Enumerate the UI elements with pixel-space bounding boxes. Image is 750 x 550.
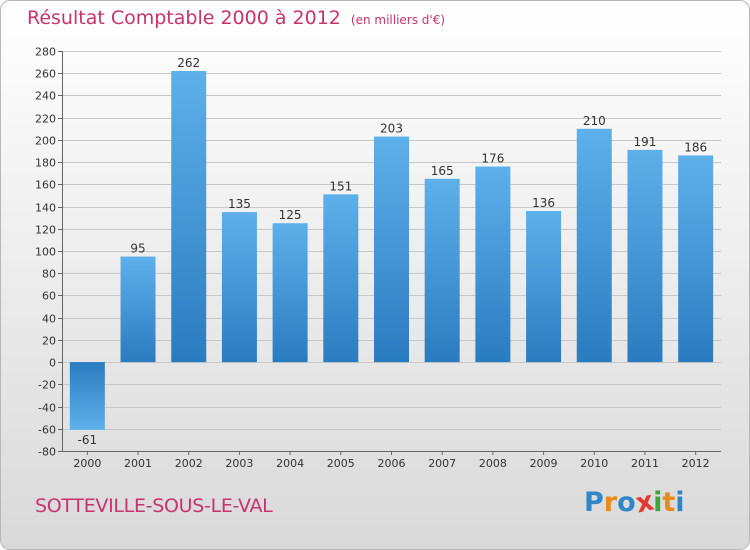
y-tick-label: 80 [42,268,56,281]
value-label-2004: 125 [279,208,302,222]
value-label-2007: 165 [431,164,454,178]
chart-title: Résultat Comptable 2000 à 2012 (en millie… [27,7,445,29]
x-tick-label-2007: 2007 [428,457,456,470]
logo-letter: t [662,487,676,518]
x-tick-label-2003: 2003 [225,457,253,470]
logo-letter: P [584,487,604,518]
value-label-2005: 151 [329,179,352,193]
y-tick-label: 100 [35,246,56,259]
y-tick-label: 20 [42,335,56,348]
y-tick-label: -80 [38,446,56,459]
value-label-2002: 262 [177,56,200,70]
x-tick-label-2004: 2004 [276,457,304,470]
value-label-2008: 176 [481,152,504,166]
x-tick-label-2006: 2006 [378,457,406,470]
y-tick-label: 140 [35,202,56,215]
logo-letter: r [603,487,618,518]
value-label-2012: 186 [684,140,707,154]
y-tick-label: 180 [35,157,56,170]
y-tick-label: 240 [35,90,56,103]
value-label-2009: 136 [532,196,555,210]
bar-2006 [374,136,409,363]
bars [69,71,714,430]
bar-2004 [272,223,308,363]
y-tick-label: 160 [35,179,56,192]
x-tick-label-2001: 2001 [124,457,152,470]
bar-2012 [678,155,714,363]
value-label-2006: 203 [380,122,403,136]
value-labels: -61 95 262 135 125 151 203 165 176 136 210 191 186 [78,56,708,447]
proxiti-logo[interactable]: Proxiti [584,486,685,520]
value-label-2011: 191 [634,135,657,149]
bar-2005 [323,194,359,363]
x-tick-label-2011: 2011 [631,457,659,470]
x-tick-label-2010: 2010 [580,457,608,470]
axes: -80-60-40-200204060801001201401601802002… [35,46,721,470]
y-tick-label: 200 [35,135,56,148]
y-tick-label: 40 [42,313,56,326]
logo-letter: i [653,487,663,518]
y-tick-label: 260 [35,68,56,81]
bar-2009 [526,211,562,363]
value-label-2010: 210 [583,114,606,128]
y-tick-label: -60 [38,424,56,437]
commune-name: SOTTEVILLE-SOUS-LE-VAL [35,495,273,517]
x-tick-label-2005: 2005 [327,457,355,470]
y-tick-label: 0 [49,357,56,370]
y-tick-label: 220 [35,113,56,126]
bar-2002 [171,71,207,363]
bar-2000 [69,362,105,430]
y-tick-label: 280 [35,46,56,59]
bar-2003 [221,212,257,363]
y-tick-label: -40 [38,402,56,415]
x-tick-label-2008: 2008 [479,457,507,470]
bar-2001 [120,256,156,363]
logo-letter: i [675,487,685,518]
bar-2010 [576,128,612,363]
x-tick-label-2012: 2012 [682,457,710,470]
x-tick-label-2000: 2000 [73,457,101,470]
value-label-2003: 135 [228,197,251,211]
bar-2011 [627,149,663,363]
logo-letter: o [617,487,636,518]
y-tick-label: 120 [35,224,56,237]
x-tick-label-2002: 2002 [175,457,203,470]
bar-2007 [424,178,460,363]
chart-subtitle: (en milliers d'€) [350,13,446,27]
chart-title-text: Résultat Comptable 2000 à 2012 [27,7,341,29]
y-tick-label: 60 [42,290,56,303]
bar-2008 [475,166,511,363]
y-tick-label: -20 [38,379,56,392]
value-label-2001: 95 [130,242,145,256]
x-tick-label-2009: 2009 [530,457,558,470]
value-label-2000: -61 [78,433,98,447]
